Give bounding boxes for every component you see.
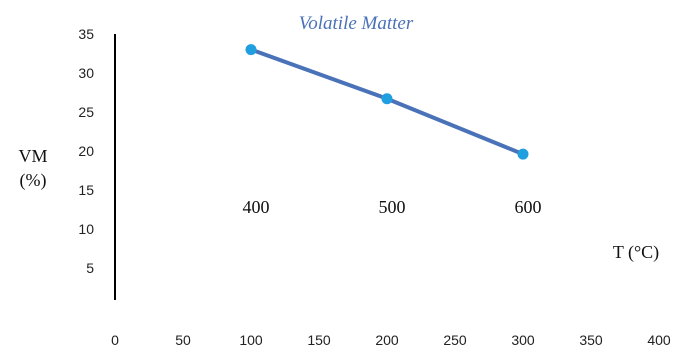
y-axis-label-line1: VM — [18, 146, 47, 166]
y-tick-label: 5 — [86, 260, 94, 276]
data-labels: 400 500 600 — [243, 197, 542, 217]
x-tick-label: 50 — [175, 332, 191, 348]
x-axis-label: T (°C) — [613, 242, 659, 263]
data-point — [517, 148, 529, 160]
y-tick-label: 20 — [78, 143, 94, 159]
series-layer — [245, 44, 529, 160]
x-tick-label: 300 — [511, 332, 535, 348]
data-point-label: 400 — [243, 197, 270, 217]
x-tick-labels: 0 50 100 150 200 250 300 350 400 — [111, 332, 671, 348]
x-tick-label: 200 — [375, 332, 399, 348]
chart-title: Volatile Matter — [299, 13, 414, 34]
y-axis-label-line2: (%) — [20, 170, 47, 191]
x-tick-label: 350 — [579, 332, 603, 348]
y-tick-labels: 5 10 15 20 25 30 35 — [78, 26, 94, 276]
y-tick-label: 35 — [78, 26, 94, 42]
data-point-label: 600 — [515, 197, 542, 217]
x-axis-label-text: T (°C) — [613, 242, 659, 263]
y-tick-label: 30 — [78, 65, 94, 81]
y-tick-label: 15 — [78, 182, 94, 198]
data-point-label: 500 — [379, 197, 406, 217]
x-tick-label: 100 — [239, 332, 263, 348]
data-point — [381, 93, 393, 105]
x-tick-label: 150 — [307, 332, 331, 348]
y-tick-label: 25 — [78, 104, 94, 120]
x-tick-label: 400 — [647, 332, 671, 348]
x-tick-label: 250 — [443, 332, 467, 348]
data-point — [245, 44, 257, 56]
y-tick-label: 10 — [78, 221, 94, 237]
x-tick-label: 0 — [111, 332, 119, 348]
